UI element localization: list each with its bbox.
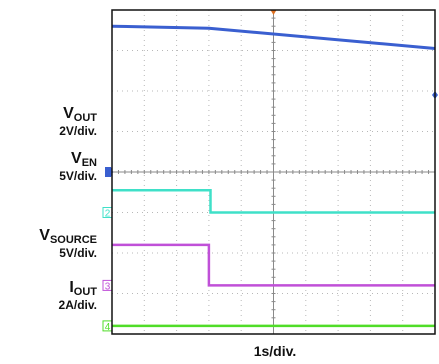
label-ven: VEN 5V/div.	[59, 150, 97, 183]
x-axis-label: 1s/div.	[253, 343, 297, 359]
channel-marker-3: 3	[105, 281, 111, 292]
channel-marker-2: 2	[105, 209, 111, 220]
channel-marker-1	[105, 167, 113, 177]
trace-channel-3	[112, 243, 435, 287]
trace-channel-1	[111, 24, 436, 50]
trigger-marker	[270, 10, 277, 15]
channel-marker-4: 4	[105, 322, 111, 333]
screen-frame	[111, 9, 436, 335]
label-vsource: VSOURCE 5V/div.	[39, 227, 97, 260]
label-iout: IOUT 2A/div.	[58, 279, 97, 312]
label-vout: VOUT 2V/div.	[59, 105, 97, 138]
trace-channel-2	[112, 188, 435, 214]
